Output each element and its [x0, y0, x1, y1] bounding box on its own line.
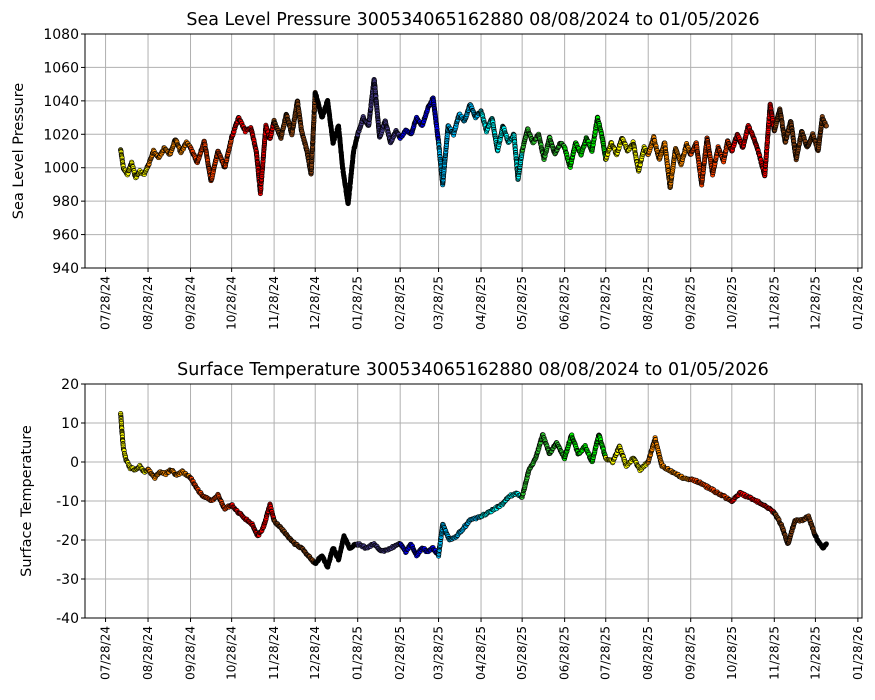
temperature-x-tick-label: 06/28/25	[558, 626, 572, 680]
pressure-chart: Sea Level Pressure 300534065162880 08/08…	[11, 10, 865, 330]
temperature-x-tick-label: 08/28/24	[141, 626, 155, 680]
temperature-x-tick-label: 01/28/26	[851, 626, 865, 680]
temperature-series	[603, 443, 651, 474]
pressure-series	[271, 90, 318, 177]
pressure-x-tick-label: 12/28/24	[308, 276, 322, 330]
pressure-series	[478, 109, 525, 182]
pressure-series	[188, 135, 235, 184]
temperature-series	[397, 541, 442, 559]
pressure-series	[397, 95, 442, 146]
pressure-x-tick-label: 03/28/25	[432, 276, 446, 330]
temperature-y-axis-label: Surface Temperature	[19, 425, 35, 577]
temperature-x-tick-label: 03/28/25	[432, 626, 446, 680]
pressure-x-tick-label: 05/28/25	[515, 276, 529, 330]
temperature-y-tick-label: -20	[56, 533, 79, 549]
temperature-series	[118, 410, 151, 475]
temperature-x-tick-label: 09/28/24	[184, 626, 198, 680]
pressure-data	[118, 77, 829, 207]
pressure-y-tick-label: 980	[52, 194, 79, 210]
temperature-x-tick-label: 07/28/24	[99, 626, 113, 680]
pressure-series	[118, 147, 151, 181]
temperature-chart-title: Surface Temperature 300534065162880 08/0…	[177, 360, 769, 380]
pressure-x-tick-label: 09/28/25	[684, 276, 698, 330]
temperature-series	[436, 514, 484, 559]
temperature-series	[312, 533, 361, 570]
pressure-series	[312, 90, 361, 207]
temperature-x-tick-label: 12/28/24	[308, 626, 322, 680]
pressure-chart-title: Sea Level Pressure 300534065162880 08/08…	[186, 10, 759, 30]
pressure-x-tick-label: 12/28/25	[808, 276, 822, 330]
pressure-y-tick-label: 1040	[43, 94, 79, 110]
temperature-x-tick-label: 09/28/25	[684, 626, 698, 680]
pressure-y-axis-label: Sea Level Pressure	[11, 83, 27, 219]
temperature-y-tick-label: -10	[56, 494, 79, 510]
pressure-y-tick-label: 1060	[43, 60, 79, 76]
temperature-grid	[85, 383, 862, 619]
temperature-x-tick-label: 12/28/25	[808, 626, 822, 680]
pressure-grid	[85, 33, 862, 269]
pressure-series	[562, 114, 609, 170]
pressure-series	[519, 126, 568, 163]
pressure-series	[229, 115, 277, 197]
pressure-x-tick-label: 11/28/24	[267, 276, 281, 330]
temperature-x-tick-label: 08/28/25	[641, 626, 655, 680]
pressure-series	[436, 102, 484, 188]
pressure-x-tick-label: 10/28/25	[725, 276, 739, 330]
temperature-x-tick-label: 07/28/25	[599, 626, 613, 680]
temperature-series	[271, 517, 318, 566]
temperature-chart: Surface Temperature 300534065162880 08/0…	[19, 360, 865, 680]
temperature-series	[729, 489, 777, 516]
pressure-x-tick-label: 06/28/25	[558, 276, 572, 330]
temperature-series	[229, 501, 277, 539]
temperature-data-point	[823, 541, 829, 547]
temperature-series	[478, 490, 525, 519]
pressure-x-tick-label: 08/28/24	[141, 276, 155, 330]
temperature-series	[688, 476, 735, 504]
pressure-x-tick-label: 09/28/24	[184, 276, 198, 330]
temperature-series	[188, 475, 235, 512]
temperature-x-tick-label: 01/28/25	[351, 626, 365, 680]
pressure-x-tick-label: 11/28/25	[767, 276, 781, 330]
pressure-series	[355, 77, 403, 146]
temperature-x-tick-label: 10/28/24	[225, 626, 239, 680]
pressure-axes: 940 960 980 1000 1020 1040 1060 1080 07/28/24 08/…	[43, 27, 865, 330]
temperature-series	[145, 466, 194, 481]
pressure-x-tick-label: 08/28/25	[641, 276, 655, 330]
pressure-y-tick-label: 1080	[43, 27, 79, 43]
temperature-series	[519, 432, 568, 500]
temperature-y-tick-label: 10	[61, 416, 79, 432]
temperature-y-tick-label: -30	[56, 572, 79, 588]
temperature-y-tick-label: -40	[56, 611, 79, 627]
temperature-series	[355, 540, 403, 554]
pressure-y-tick-label: 940	[52, 261, 79, 277]
pressure-y-tick-label: 960	[52, 228, 79, 244]
pressure-series	[729, 101, 777, 179]
temperature-x-tick-label: 05/28/25	[515, 626, 529, 680]
pressure-x-tick-label: 01/28/25	[351, 276, 365, 330]
pressure-series	[645, 134, 694, 191]
temperature-x-tick-label: 02/28/25	[393, 626, 407, 680]
pressure-x-tick-label: 02/28/25	[393, 276, 407, 330]
temperature-y-tick-label: 20	[61, 377, 79, 393]
pressure-x-tick-label: 07/28/24	[99, 276, 113, 330]
temperature-x-tick-label: 11/28/24	[267, 626, 281, 680]
pressure-x-tick-label: 07/28/25	[599, 276, 613, 330]
pressure-y-tick-label: 1020	[43, 127, 79, 143]
pressure-x-tick-label: 04/28/25	[474, 276, 488, 330]
pressure-data-point	[823, 123, 829, 129]
pressure-series	[688, 135, 735, 188]
temperature-series	[645, 435, 694, 483]
temperature-x-tick-label: 04/28/25	[474, 626, 488, 680]
pressure-x-tick-label: 01/28/26	[851, 276, 865, 330]
temperature-data	[118, 410, 829, 570]
temperature-x-tick-label: 11/28/25	[767, 626, 781, 680]
pressure-y-tick-label: 1000	[43, 161, 79, 177]
temperature-series	[562, 432, 609, 465]
pressure-series	[145, 137, 194, 169]
temperature-x-tick-label: 10/28/25	[725, 626, 739, 680]
pressure-x-tick-label: 10/28/24	[225, 276, 239, 330]
temperature-y-tick-label: 0	[70, 455, 79, 471]
